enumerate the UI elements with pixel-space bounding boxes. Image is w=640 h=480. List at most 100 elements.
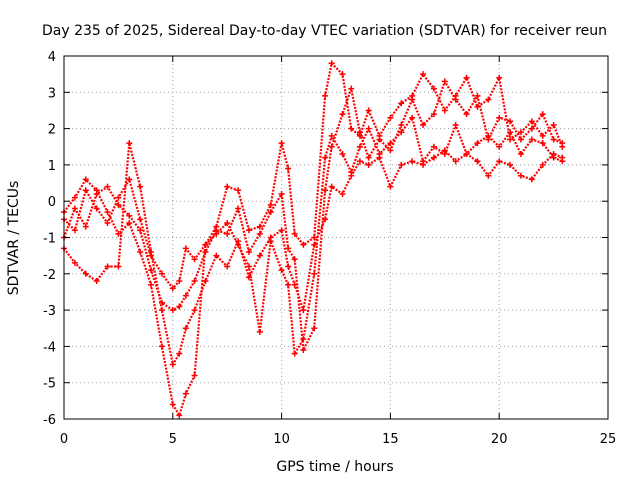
data-point [507, 118, 514, 125]
data-point [182, 292, 189, 299]
data-point [485, 96, 492, 103]
data-point [311, 234, 318, 241]
y-tick-label: -1 [43, 232, 56, 247]
data-point [496, 114, 503, 121]
y-axis-title: SDTVAR / TECUs [6, 181, 22, 296]
x-tick-label: 25 [600, 432, 617, 447]
data-point [235, 238, 242, 245]
data-point [311, 270, 318, 277]
data-point [126, 212, 133, 219]
data-point [322, 216, 329, 223]
data-point [409, 114, 416, 121]
data-point [398, 161, 405, 168]
data-point [137, 227, 144, 234]
data-point [71, 205, 78, 212]
data-point [126, 140, 133, 147]
data-point [528, 125, 535, 132]
data-point [474, 140, 481, 147]
data-point [224, 230, 231, 237]
data-point [82, 223, 89, 230]
data-point [169, 307, 176, 314]
data-point [191, 278, 198, 285]
data-point [420, 121, 427, 128]
data-point [328, 132, 335, 139]
data-point [539, 132, 546, 139]
y-tick-label: -5 [43, 377, 56, 392]
data-point [356, 129, 363, 136]
data-point [71, 227, 78, 234]
data-point [322, 154, 329, 161]
data-point [176, 303, 183, 310]
data-point [507, 136, 514, 143]
data-point [463, 74, 470, 81]
x-tick-label: 0 [60, 432, 68, 447]
data-point [559, 140, 566, 147]
data-point [387, 140, 394, 147]
data-point [496, 143, 503, 150]
data-point [300, 347, 307, 354]
data-point [256, 223, 263, 230]
data-point [550, 136, 557, 143]
data-point [311, 325, 318, 332]
data-point [376, 136, 383, 143]
x-tick-label: 5 [169, 432, 177, 447]
data-point [148, 267, 155, 274]
data-point [93, 278, 100, 285]
data-point [278, 227, 285, 234]
data-point [387, 147, 394, 154]
data-point [93, 187, 100, 194]
data-point [485, 132, 492, 139]
y-tick-label: 1 [48, 159, 56, 174]
data-point [441, 107, 448, 114]
series-1-trace [63, 62, 564, 290]
data-point [300, 241, 307, 248]
data-point [148, 249, 155, 256]
data-point [463, 111, 470, 118]
data-point [224, 263, 231, 270]
data-point [115, 194, 122, 201]
data-point [430, 154, 437, 161]
series-3-trace [63, 116, 563, 417]
data-point [104, 209, 111, 216]
data-point [182, 325, 189, 332]
data-point [82, 270, 89, 277]
data-point [82, 187, 89, 194]
data-point [104, 183, 111, 190]
data-point [126, 219, 133, 226]
data-point [328, 183, 335, 190]
data-point [387, 183, 394, 190]
data-point [148, 281, 155, 288]
data-point [507, 161, 514, 168]
data-point [528, 136, 535, 143]
data-point [441, 147, 448, 154]
data-point [398, 121, 405, 128]
data-point [93, 205, 100, 212]
data-point [82, 176, 89, 183]
data-point [398, 129, 405, 136]
y-tick-label: -3 [43, 304, 56, 319]
x-tick-label: 20 [491, 432, 508, 447]
data-point [376, 154, 383, 161]
data-point [169, 361, 176, 368]
data-point [550, 151, 557, 158]
data-point [339, 151, 346, 158]
data-point [213, 230, 220, 237]
y-tick-labels: -6 -5 -4 -3 -2 -1 0 1 2 3 4 [43, 50, 56, 428]
data-point [191, 307, 198, 314]
data-point [365, 107, 372, 114]
data-point [474, 92, 481, 99]
data-point [291, 281, 298, 288]
data-point [463, 151, 470, 158]
x-tick-label: 15 [382, 432, 399, 447]
data-point [182, 245, 189, 252]
data-point [420, 71, 427, 78]
data-point [300, 307, 307, 314]
data-point [311, 241, 318, 248]
data-point [430, 143, 437, 150]
data-point [452, 96, 459, 103]
data-point [291, 230, 298, 237]
data-point [528, 118, 535, 125]
data-point [137, 183, 144, 190]
data-point [115, 201, 122, 208]
data-point [409, 96, 416, 103]
